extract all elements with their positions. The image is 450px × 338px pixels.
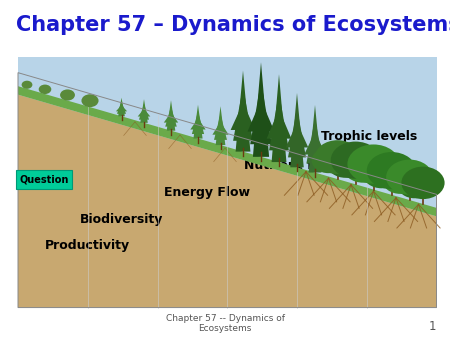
Polygon shape bbox=[309, 105, 321, 172]
Polygon shape bbox=[190, 118, 206, 129]
Polygon shape bbox=[18, 57, 436, 308]
Circle shape bbox=[22, 81, 32, 89]
Circle shape bbox=[81, 94, 99, 107]
Polygon shape bbox=[166, 100, 176, 131]
Circle shape bbox=[401, 167, 445, 199]
Text: Productivity: Productivity bbox=[45, 239, 130, 251]
Circle shape bbox=[311, 148, 346, 173]
Polygon shape bbox=[18, 192, 328, 257]
Circle shape bbox=[367, 152, 416, 189]
Polygon shape bbox=[118, 98, 125, 116]
Polygon shape bbox=[304, 132, 326, 154]
Polygon shape bbox=[164, 113, 178, 123]
Polygon shape bbox=[140, 99, 148, 123]
Circle shape bbox=[60, 90, 75, 101]
Circle shape bbox=[39, 84, 51, 94]
Polygon shape bbox=[212, 122, 229, 135]
Text: 1: 1 bbox=[429, 320, 436, 333]
Circle shape bbox=[315, 140, 360, 174]
Circle shape bbox=[331, 142, 380, 179]
Polygon shape bbox=[271, 74, 286, 162]
Polygon shape bbox=[233, 87, 253, 141]
Polygon shape bbox=[138, 108, 150, 117]
Circle shape bbox=[382, 168, 418, 194]
Polygon shape bbox=[290, 93, 304, 167]
Text: Question: Question bbox=[19, 174, 68, 185]
Polygon shape bbox=[286, 123, 308, 147]
Polygon shape bbox=[216, 106, 225, 145]
Text: Energy Flow: Energy Flow bbox=[164, 186, 250, 199]
Circle shape bbox=[363, 161, 400, 188]
Circle shape bbox=[347, 144, 400, 184]
Polygon shape bbox=[18, 95, 436, 308]
Circle shape bbox=[386, 160, 433, 195]
Polygon shape bbox=[288, 108, 306, 158]
Text: Trophic levels: Trophic levels bbox=[321, 130, 417, 143]
Polygon shape bbox=[231, 103, 256, 130]
Polygon shape bbox=[165, 106, 177, 127]
Text: Chapter 57 -- Dynamics of
Ecosystems: Chapter 57 -- Dynamics of Ecosystems bbox=[166, 314, 284, 333]
Polygon shape bbox=[214, 114, 227, 140]
Polygon shape bbox=[248, 100, 274, 131]
Polygon shape bbox=[117, 101, 126, 114]
Text: Chapter 57 – Dynamics of Ecosystems: Chapter 57 – Dynamics of Ecosystems bbox=[16, 15, 450, 35]
Polygon shape bbox=[192, 112, 204, 134]
Polygon shape bbox=[236, 71, 250, 152]
Circle shape bbox=[343, 153, 382, 183]
Polygon shape bbox=[306, 118, 324, 164]
Polygon shape bbox=[253, 62, 269, 157]
Circle shape bbox=[398, 174, 431, 198]
Polygon shape bbox=[250, 81, 272, 144]
Circle shape bbox=[327, 150, 364, 178]
Polygon shape bbox=[116, 105, 127, 111]
Text: Biodiversity: Biodiversity bbox=[80, 213, 163, 226]
Polygon shape bbox=[269, 92, 289, 150]
Polygon shape bbox=[18, 86, 436, 216]
Polygon shape bbox=[194, 105, 202, 139]
Polygon shape bbox=[266, 110, 292, 139]
FancyBboxPatch shape bbox=[16, 170, 72, 189]
Polygon shape bbox=[139, 104, 149, 120]
Text: Nutrient flow: Nutrient flow bbox=[244, 159, 337, 172]
